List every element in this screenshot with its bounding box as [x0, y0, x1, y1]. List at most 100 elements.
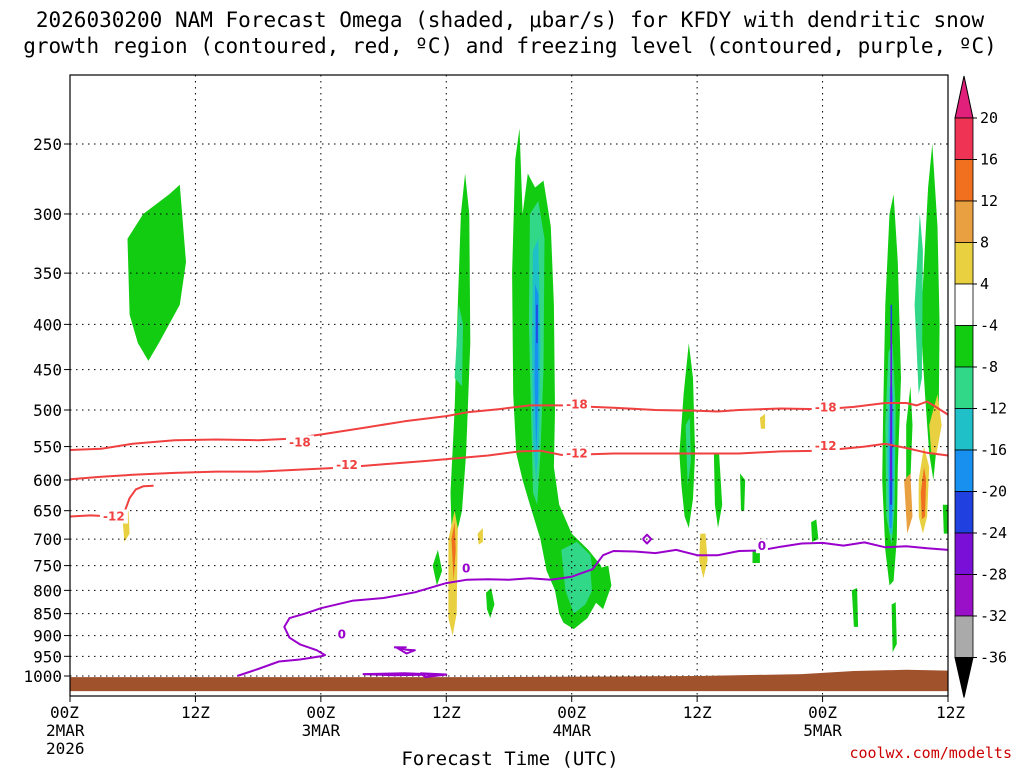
omega-region	[904, 473, 913, 534]
colorbar: 20 16 12 8 4 -4 -8 -12 -16 -20 -24 -28 -32 -36	[954, 75, 1007, 698]
plot-area	[70, 75, 948, 696]
colorbar-segment	[954, 449, 974, 492]
contour-layer: -18 -18 -18 -12 -12 -12 -12 0 0 0	[69, 397, 949, 679]
omega-region	[740, 473, 746, 511]
omega-region	[851, 588, 859, 627]
colorbar-label: -16	[980, 441, 1007, 459]
freezing-level-label: 0	[758, 539, 766, 553]
omega-region	[920, 144, 940, 480]
freezing-level-label-bg	[335, 627, 348, 642]
x-tick-label-date: 4MAR	[552, 721, 591, 740]
colorbar-label: -36	[980, 649, 1007, 667]
omega-region	[811, 519, 819, 542]
freezing-level-loop	[642, 533, 653, 545]
y-tick-label: 250	[33, 135, 62, 154]
isotherm-label: -12	[566, 446, 588, 460]
x-tick-label-time: 00Z	[808, 703, 837, 722]
colorbar-segment	[954, 408, 974, 451]
y-tick-label: 350	[33, 264, 62, 283]
colorbar-segment	[954, 491, 974, 534]
x-tick-label-time: 00Z	[557, 703, 586, 722]
y-tick-label: 600	[33, 471, 62, 490]
y-tick-label: 400	[33, 315, 62, 334]
ground-layer	[70, 669, 948, 692]
plot-frame	[69, 74, 949, 697]
x-tick-label-time: 12Z	[432, 703, 461, 722]
isotherm-line-m12	[69, 442, 949, 481]
freezing-level-label: 0	[338, 628, 346, 642]
isotherm-label-bg	[811, 400, 840, 415]
freezing-level-loop	[362, 672, 437, 677]
colorbar-label: -4	[980, 317, 998, 335]
x-tick-label-date: 2MAR	[46, 721, 85, 740]
freezing-level-loop	[395, 646, 416, 655]
y-tick-label: 850	[33, 605, 62, 624]
freezing-level-label-bg	[755, 539, 768, 554]
omega-region	[561, 541, 595, 614]
y-tick-label: 900	[33, 627, 62, 646]
x-tick-label-year: 2026	[46, 739, 85, 758]
x-tick-label-time: 12Z	[936, 703, 965, 722]
isotherm-label: -18	[566, 398, 588, 412]
omega-region	[942, 504, 948, 534]
colorbar-label: 16	[980, 151, 998, 169]
colorbar-label: -12	[980, 400, 1007, 418]
colorbar-segment	[954, 242, 974, 285]
colorbar-label: 12	[980, 192, 998, 210]
omega-region	[536, 304, 538, 344]
isotherm-label-bg	[99, 509, 128, 524]
omega-region	[127, 184, 186, 361]
y-tick-label: 450	[33, 361, 62, 380]
isotherm-label-bg	[332, 457, 361, 472]
omega-region	[448, 510, 458, 636]
isotherm-line-m12-left	[69, 484, 154, 519]
chart-title-line-2: growth region (contoured, red, ºC) and f…	[23, 34, 997, 58]
x-tick-label-time: 12Z	[181, 703, 210, 722]
colorbar-bottom-arrow	[954, 657, 974, 698]
colorbar-segment	[954, 574, 974, 617]
freezing-level-line	[236, 541, 949, 677]
isotherm-label: -18	[815, 401, 837, 415]
colorbar-label: 4	[980, 275, 989, 293]
y-tick-label: 800	[33, 581, 62, 600]
y-tick-label: 700	[33, 530, 62, 549]
colorbar-label: 8	[980, 234, 989, 252]
isotherm-label-bg	[562, 397, 591, 412]
isotherm-label-bg	[562, 446, 591, 461]
isotherm-label-bg	[811, 438, 840, 453]
omega-region	[454, 304, 463, 387]
x-tick-label-time: 00Z	[50, 703, 79, 722]
freezing-level-label: 0	[462, 562, 470, 576]
omega-region	[685, 417, 691, 487]
freezing-level-label-bg	[460, 561, 473, 576]
x-tick-label-time: 12Z	[683, 703, 712, 722]
colorbar-segment	[954, 117, 974, 160]
omega-region	[477, 528, 483, 545]
y-axis-ticks: 250 300 350 400 450 500 550 600 650 700 750 800 850 9…	[23, 135, 70, 686]
grid-layer	[69, 75, 949, 696]
y-tick-label: 300	[33, 205, 62, 224]
x-tick-label-time: 00Z	[306, 703, 335, 722]
colorbar-top-arrow	[954, 75, 974, 119]
omega-region	[713, 453, 723, 528]
colorbar-segment	[954, 325, 974, 368]
colorbar-segment	[954, 615, 974, 658]
x-axis-label: Forecast Time (UTC)	[401, 748, 618, 768]
omega-region	[920, 467, 927, 520]
x-tick-label-date: 5MAR	[803, 721, 842, 740]
credit-text: coolwx.com/modelts	[849, 744, 1012, 762]
chart-title-line-1: 2026030200 NAM Forecast Omega (shaded, μ…	[36, 8, 985, 32]
isotherm-label: -12	[336, 458, 358, 472]
y-tick-label: 500	[33, 401, 62, 420]
omega-region	[432, 549, 443, 586]
colorbar-segment	[954, 366, 974, 409]
y-tick-label: 750	[33, 557, 62, 576]
isotherm-label: -12	[103, 510, 125, 524]
omega-region	[451, 522, 456, 581]
omega-region	[891, 602, 897, 653]
omega-region	[486, 588, 495, 619]
isotherm-label: -12	[815, 439, 837, 453]
y-tick-label: 950	[33, 647, 62, 666]
colorbar-label: -20	[980, 483, 1007, 501]
